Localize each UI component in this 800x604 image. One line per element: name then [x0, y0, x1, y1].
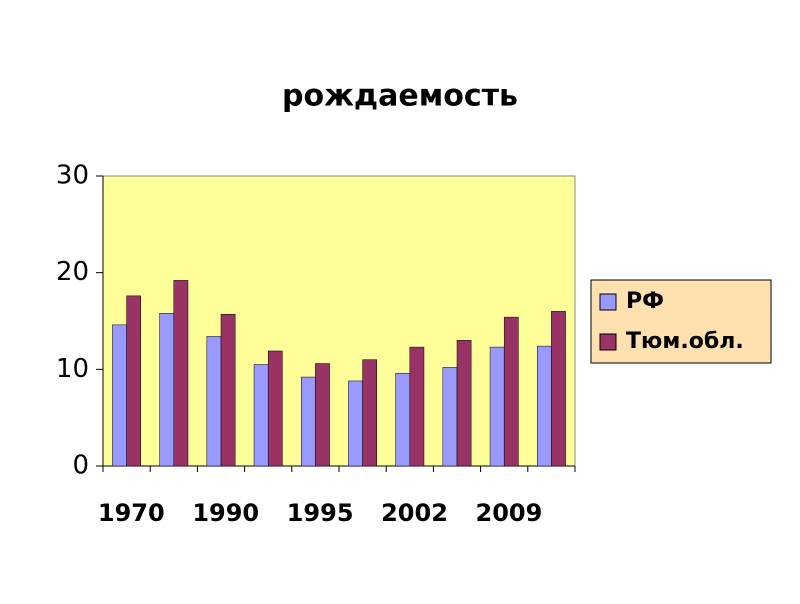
- legend-swatch: [599, 333, 617, 351]
- bar: [489, 346, 505, 467]
- x-tick-label: 1995: [287, 499, 354, 527]
- x-tick-label: 1990: [192, 499, 259, 527]
- bar: [503, 316, 519, 467]
- bar: [126, 295, 142, 467]
- y-tick-label: 10: [56, 354, 89, 384]
- bar: [159, 313, 175, 467]
- legend-label: Тюм.обл.: [626, 329, 744, 354]
- bar: [173, 280, 189, 467]
- bar: [300, 376, 316, 467]
- bar: [442, 367, 458, 467]
- bar: [315, 363, 330, 467]
- y-tick-label: 0: [72, 451, 89, 481]
- legend-label: РФ: [626, 289, 664, 314]
- bar: [456, 340, 472, 467]
- legend-box: [590, 279, 772, 364]
- bar: [348, 380, 363, 467]
- chart-title: рождаемость: [282, 79, 518, 114]
- bar: [551, 311, 566, 467]
- bar: [253, 364, 269, 467]
- bar: [395, 372, 411, 467]
- x-tick-label: 1970: [98, 499, 165, 527]
- bar: [206, 336, 222, 467]
- bar: [409, 346, 425, 467]
- x-tick-label: 2002: [381, 499, 448, 527]
- bar: [220, 313, 236, 467]
- bar: [112, 324, 127, 467]
- bar: [362, 359, 378, 467]
- y-tick-label: 20: [56, 257, 89, 287]
- x-tick-label: 2009: [476, 499, 543, 527]
- legend-swatch: [599, 293, 617, 311]
- bar: [536, 345, 552, 467]
- bar: [267, 350, 283, 467]
- y-tick-label: 30: [56, 161, 89, 191]
